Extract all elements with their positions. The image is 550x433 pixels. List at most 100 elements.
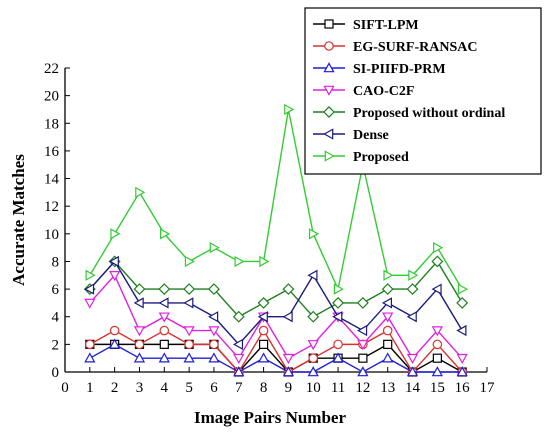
series-2 — [84, 338, 468, 377]
data-point — [382, 352, 394, 363]
series-1 — [85, 325, 467, 377]
data-point — [432, 339, 443, 350]
y-tick-label: 14 — [44, 172, 60, 188]
data-point — [357, 366, 369, 377]
legend-entry: Proposed — [313, 150, 409, 165]
data-point — [158, 352, 170, 363]
data-point — [382, 312, 394, 323]
data-point — [133, 297, 144, 309]
legend-label: Proposed — [353, 150, 409, 165]
y-axis-label: Accurate Matches — [9, 154, 28, 286]
legend-label: Proposed without ordinal — [353, 106, 505, 121]
data-point — [159, 339, 169, 349]
series-5 — [83, 255, 467, 350]
legend-entry: Proposed without ordinal — [313, 106, 505, 121]
data-point — [358, 353, 368, 363]
x-tick-label: 8 — [260, 380, 268, 396]
data-point — [284, 103, 295, 116]
data-point — [383, 339, 393, 349]
legend-marker — [323, 106, 335, 118]
series-group — [83, 103, 469, 377]
legend-label: SI-PIIFD-PRM — [353, 62, 446, 77]
y-tick-label: 20 — [44, 89, 59, 105]
x-tick-label: 15 — [430, 380, 445, 396]
data-point — [258, 325, 269, 336]
data-point — [357, 324, 368, 337]
x-tick-label: 16 — [455, 380, 471, 396]
legend-label: CAO-C2F — [353, 84, 414, 99]
legend-marker — [324, 150, 335, 162]
x-tick-label: 7 — [235, 380, 243, 396]
data-point — [308, 228, 320, 240]
data-point — [257, 352, 270, 363]
series-line — [89, 329, 463, 374]
data-point — [159, 325, 170, 336]
data-point — [83, 283, 95, 295]
legend-label: EG-SURF-RANSAC — [353, 40, 477, 55]
x-tick-label: 14 — [405, 380, 421, 396]
data-point — [431, 326, 443, 337]
data-point — [433, 242, 444, 254]
y-tick-label: 22 — [44, 61, 59, 77]
data-point — [307, 269, 318, 281]
data-point — [134, 339, 145, 350]
data-point — [208, 311, 219, 323]
series-line — [89, 343, 463, 374]
data-point — [332, 296, 345, 309]
data-point — [456, 353, 468, 365]
data-point — [109, 338, 121, 349]
y-tick-label: 6 — [52, 282, 60, 298]
data-point — [307, 310, 320, 323]
data-point — [332, 311, 343, 323]
y-tick-label: 8 — [52, 254, 60, 270]
data-point — [232, 338, 244, 350]
data-point — [85, 339, 95, 350]
legend-marker — [323, 62, 335, 73]
legend-label: Dense — [353, 128, 389, 143]
y-tick-label: 12 — [44, 199, 59, 215]
legend-box — [304, 7, 542, 175]
data-point — [307, 366, 319, 377]
data-point — [183, 283, 196, 296]
series-line — [89, 260, 463, 318]
data-point — [183, 297, 194, 309]
legend-marker — [324, 41, 334, 51]
series-line — [89, 260, 463, 346]
data-point — [282, 283, 295, 296]
legend-entry: EG-SURF-RANSAC — [313, 40, 477, 55]
data-point — [333, 339, 343, 350]
y-tick-label: 18 — [44, 116, 59, 132]
legend-entry: SI-PIIFD-PRM — [313, 62, 446, 77]
data-point — [158, 297, 169, 309]
y-tick-label: 4 — [52, 310, 60, 326]
data-point — [85, 269, 96, 281]
data-point — [308, 353, 319, 363]
data-point — [184, 255, 195, 268]
data-point — [84, 298, 96, 309]
data-point — [208, 326, 220, 337]
data-point — [432, 353, 442, 363]
x-tick-label: 11 — [331, 380, 345, 396]
data-point — [456, 366, 468, 377]
data-point — [456, 296, 469, 309]
data-point — [234, 255, 245, 268]
data-point — [406, 366, 419, 377]
data-point — [406, 283, 419, 296]
data-point — [209, 242, 220, 254]
data-point — [381, 283, 394, 296]
data-point — [431, 366, 443, 377]
legend: SIFT-LPM EG-SURF-RANSAC SI-PIIFD-PRM CAO-C2… — [304, 7, 542, 175]
x-tick-label: 6 — [210, 380, 218, 396]
x-tick-label: 9 — [285, 380, 293, 396]
data-point — [431, 283, 442, 295]
data-point — [158, 283, 171, 296]
data-point — [232, 310, 245, 323]
data-point — [84, 352, 96, 363]
data-point — [109, 270, 121, 282]
x-tick-label: 2 — [111, 380, 119, 396]
data-point — [233, 353, 245, 365]
legend-marker — [324, 19, 334, 29]
